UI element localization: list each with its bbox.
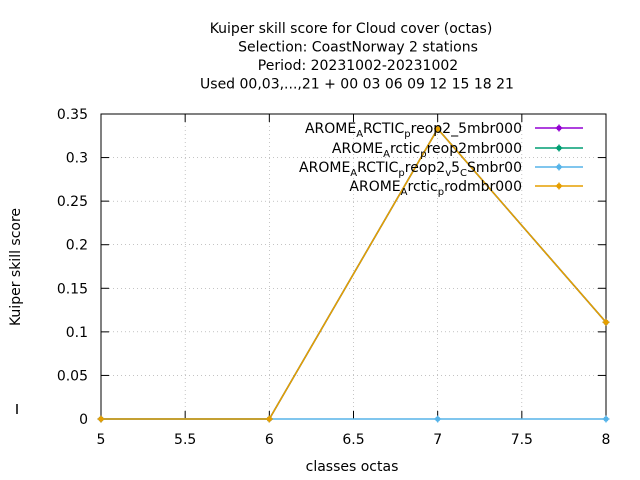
y-tick-label: 0.1 — [66, 325, 88, 341]
legend-marker — [555, 182, 563, 190]
legend-marker — [555, 124, 563, 132]
x-tick-label: 6.5 — [342, 432, 364, 448]
y-tick-label: 0 — [79, 412, 88, 428]
x-tick-label: 5 — [97, 432, 106, 448]
x-tick-label: 6 — [265, 432, 274, 448]
series-line — [101, 127, 607, 420]
legend-label: AROMEARCTICpreop2v5CSmbr00 — [299, 160, 522, 179]
x-tick-label: 8 — [602, 432, 611, 448]
title-line: Period: 20231002-20231002 — [258, 58, 458, 74]
data-point — [602, 415, 610, 423]
data-point — [602, 318, 610, 326]
y-tick-label: 0.15 — [57, 281, 88, 297]
grid — [101, 114, 606, 419]
x-axis-label: classes octas — [306, 459, 399, 475]
legend-label: AROMEARCTICpreop2_5mbr000 — [305, 121, 522, 140]
legend-label: AROMEArcticpreop2mbr000 — [332, 141, 522, 160]
data-point — [434, 415, 442, 423]
legend-marker — [555, 144, 563, 152]
y-axis-label: Kuiper skill score — [8, 208, 24, 326]
title-line: Selection: CoastNorway 2 stations — [238, 40, 478, 56]
data-point — [97, 415, 105, 423]
chart-title: Kuiper skill score for Cloud cover (octa… — [200, 21, 514, 93]
title-line: Kuiper skill score for Cloud cover (octa… — [210, 21, 493, 37]
y-tick-label: 0.35 — [57, 107, 88, 123]
legend-label: AROMEArcticprodmbr000 — [349, 179, 522, 198]
series-lines — [97, 125, 610, 423]
y-tick-label: 0.05 — [57, 368, 88, 384]
y-tick-label: 0.2 — [66, 238, 88, 254]
data-point — [434, 125, 442, 133]
x-tick-label: 7.5 — [511, 432, 533, 448]
legend: AROMEARCTICpreop2_5mbr000AROMEArcticpreo… — [299, 121, 583, 198]
y-tick-label: 0.3 — [66, 151, 88, 167]
title-line: Used 00,03,...,21 + 00 03 06 09 12 15 18… — [200, 77, 514, 93]
y-tick-label: 0.25 — [57, 194, 88, 210]
x-tick-label: 7 — [433, 432, 442, 448]
axis-ticks: 5 5.5 6 6.5 7 7.5 8 0 0.05 0.1 0.15 0.2 0.25 0.3 0.35 — [57, 107, 611, 448]
x-tick-label: 5.5 — [174, 432, 196, 448]
data-point — [265, 415, 273, 423]
legend-marker — [555, 163, 563, 171]
